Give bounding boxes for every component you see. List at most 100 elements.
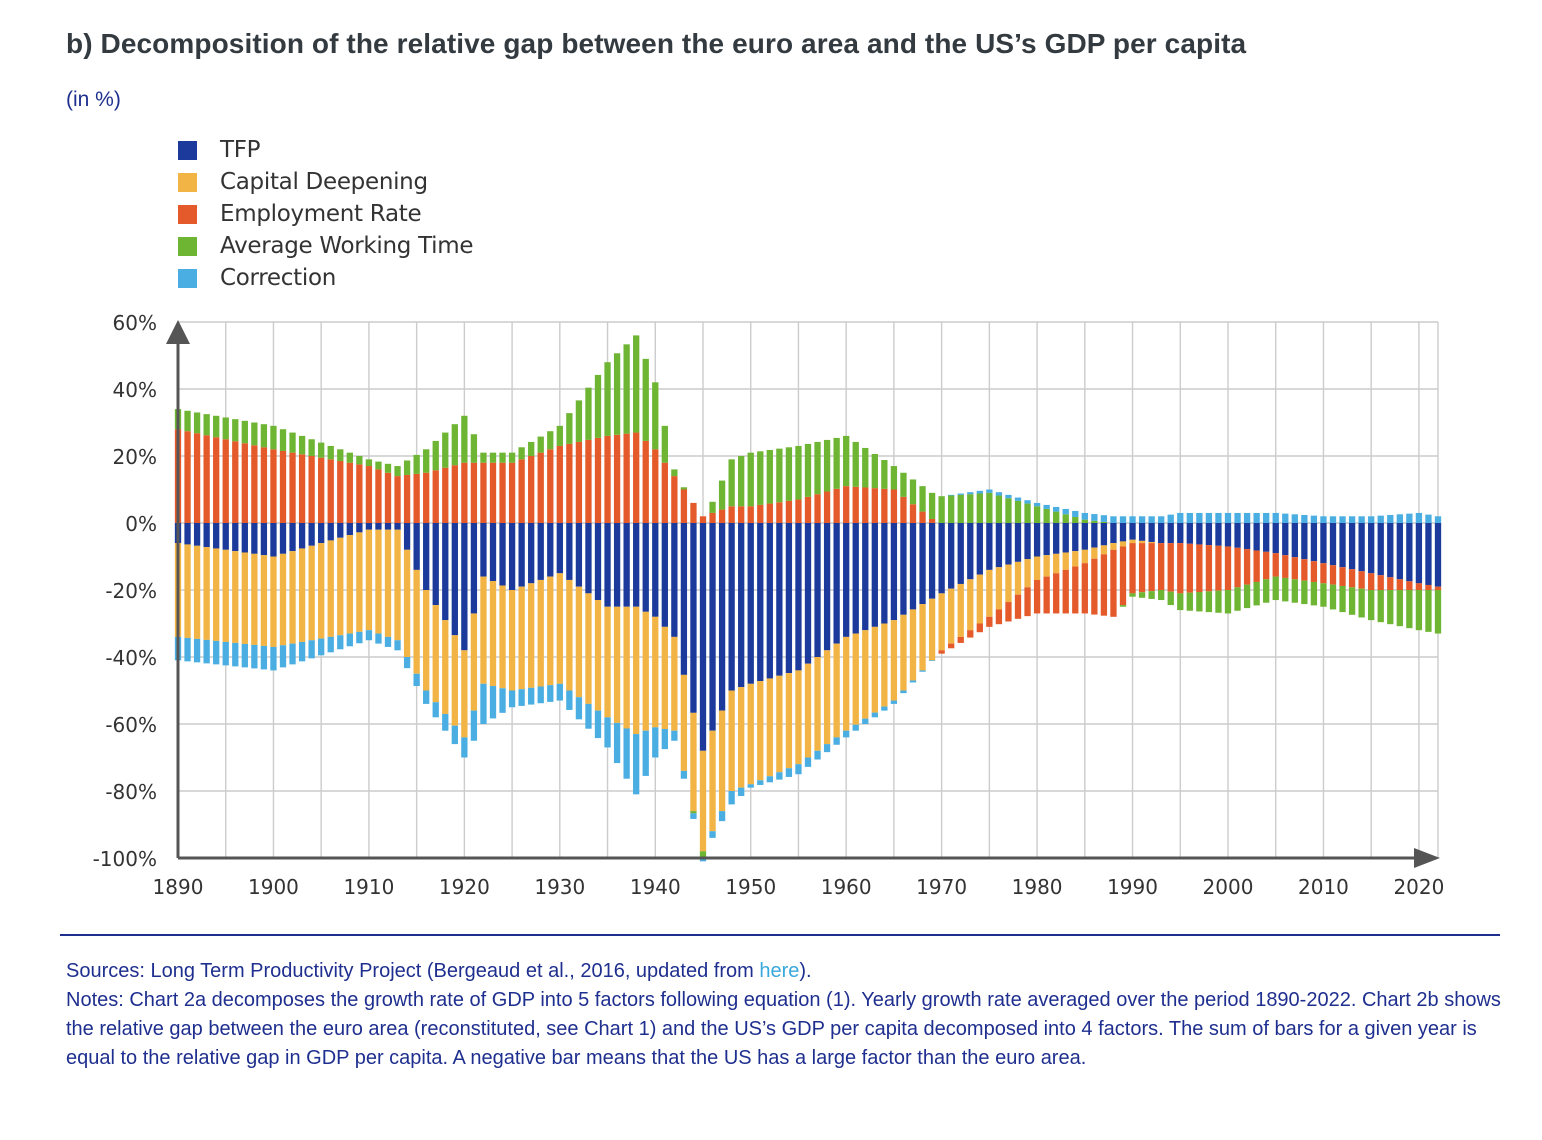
bar-segment-correction [528,687,535,705]
bar-segment-capital-deepening [613,606,621,723]
bar-segment-average-working-time [289,432,296,453]
bar-segment-average-working-time [1377,590,1384,623]
bar-segment-correction [556,683,563,701]
bar-segment-tfp [279,523,287,554]
bar-segment-average-working-time [604,362,611,436]
bar-segment-average-working-time [1339,585,1346,613]
bar-segment-capital-deepening [585,593,592,704]
bar-segment-correction [709,831,716,838]
bar-segment-tfp [1119,523,1127,542]
bar-segment-average-working-time [661,425,668,463]
bar-segment-average-working-time [747,452,754,507]
bar-segment-employment-rate [1024,587,1031,617]
bar-segment-tfp [1253,523,1260,551]
bar-segment-capital-deepening [432,605,439,703]
bar-segment-correction [1320,516,1327,523]
bar-segment-capital-deepening [213,548,220,641]
bar-segment-tfp [1215,523,1222,546]
bar-segment-capital-deepening [928,598,936,661]
bar-segment-average-working-time [766,449,773,504]
bar-segment-employment-rate [1043,576,1050,614]
bar-segment-correction [566,690,573,710]
bar-segment-correction [604,717,611,748]
bar-segment-employment-rate [1177,543,1184,594]
sources-link[interactable]: here [759,960,800,982]
bar-segment-capital-deepening [528,583,535,688]
bar-segment-employment-rate [1434,586,1442,590]
bar-segment-employment-rate [241,443,248,523]
bar-segment-correction [1282,513,1289,523]
bar-segment-capital-deepening [365,529,373,631]
bar-segment-correction [1339,516,1346,523]
bar-segment-average-working-time [270,425,277,450]
y-tick-label: 40% [113,378,157,402]
bar-segment-employment-rate [423,472,430,523]
bar-segment-employment-rate [461,462,468,523]
bar-segment-tfp [1053,523,1060,554]
bar-segment-tfp [1291,523,1298,558]
bar-segment-employment-rate [442,467,449,523]
bar-segment-employment-rate [613,434,621,523]
bar-segment-employment-rate [804,496,812,523]
bar-segment-employment-rate [1368,573,1375,590]
bar-segment-average-working-time [852,441,859,487]
bar-segment-tfp [699,523,707,751]
bar-segment-tfp [1033,523,1041,557]
bar-segment-average-working-time [1329,584,1337,610]
bar-segment-tfp [470,523,478,614]
bar-segment-tfp [1263,523,1270,552]
bar-segment-correction [1358,516,1365,523]
bar-segment-average-working-time [890,466,898,490]
bar-segment-tfp [852,523,859,634]
bar-segment-tfp [1072,523,1079,552]
bar-segment-employment-rate [518,459,525,523]
bar-segment-tfp [1205,523,1213,546]
bar-segment-average-working-time [260,424,268,448]
bar-segment-correction [642,730,649,776]
bar-segment-tfp [575,523,583,587]
bar-segment-average-working-time [1396,590,1403,627]
bar-segment-capital-deepening [1033,556,1041,580]
bar-segment-capital-deepening [251,553,258,645]
bar-segment-tfp [871,523,878,627]
bar-segment-employment-rate [1196,544,1203,593]
bar-segment-employment-rate [547,449,554,523]
bar-segment-average-working-time [1158,590,1165,601]
bar-segment-tfp [1282,523,1289,556]
bar-segment-employment-rate [718,509,726,523]
bar-segment-correction [203,639,210,664]
bar-segment-correction [1272,512,1279,523]
bar-segment-average-working-time [613,353,621,435]
legend-item-correction: Correction [178,262,473,294]
bar-segment-capital-deepening [843,636,850,731]
bar-segment-correction [1033,502,1041,507]
bar-segment-employment-rate [604,435,611,523]
bar-segment-capital-deepening [652,616,659,728]
bar-segment-average-working-time [1024,503,1031,523]
bar-segment-tfp [337,523,344,538]
bar-segment-correction [633,734,640,795]
bar-segment-employment-rate [508,462,516,523]
bar-segment-correction [967,492,974,495]
bar-segment-correction [699,858,707,862]
bar-segment-average-working-time [1310,581,1318,606]
bar-segment-correction [480,683,487,724]
x-tick-label: 1900 [248,875,299,899]
bar-segment-employment-rate [222,439,229,523]
bar-segment-average-working-time [1243,584,1251,609]
bar-segment-tfp [384,523,392,530]
bar-segment-average-working-time [623,344,630,434]
bar-segment-employment-rate [1110,549,1117,617]
unit-label: (in %) [66,88,121,111]
bar-segment-employment-rate [394,476,401,523]
bar-segment-tfp [1339,523,1346,568]
bar-segment-average-working-time [814,441,821,495]
bar-segment-average-working-time [375,461,382,470]
bar-segment-employment-rate [633,432,640,523]
bar-segment-correction [909,680,917,683]
bar-segment-correction [508,690,516,708]
legend-label-capital-deepening: Capital Deepening [220,169,428,195]
bar-segment-average-working-time [547,431,554,450]
bar-segment-correction [948,494,955,496]
bar-segment-capital-deepening [661,626,668,730]
